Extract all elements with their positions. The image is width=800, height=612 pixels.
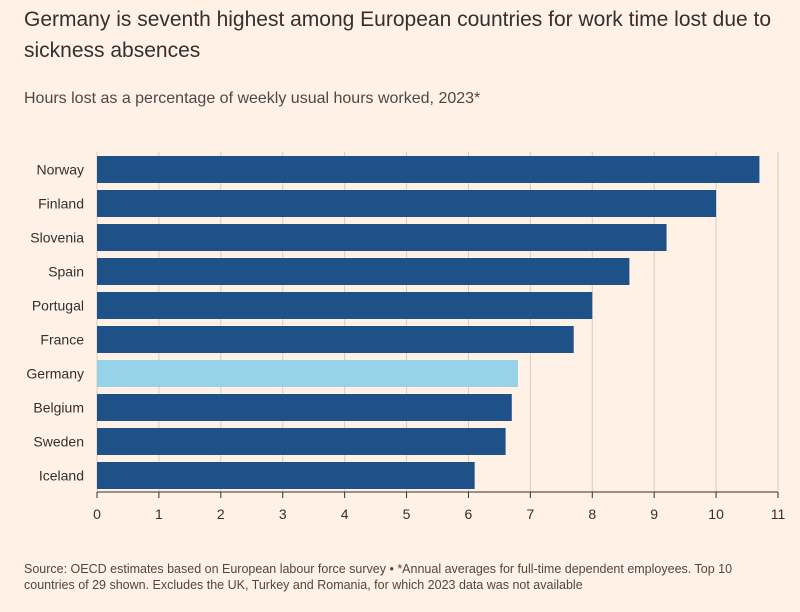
category-label: Belgium <box>33 400 84 416</box>
bar-norway <box>97 156 760 183</box>
category-label: France <box>40 332 84 348</box>
category-label: Germany <box>26 366 84 382</box>
category-label: Finland <box>38 196 84 212</box>
bar-spain <box>97 258 630 285</box>
category-label: Iceland <box>39 468 84 484</box>
x-tick-label: 10 <box>708 506 724 522</box>
x-tick-label: 4 <box>341 506 349 522</box>
x-tick-label: 7 <box>526 506 534 522</box>
x-tick-label: 3 <box>279 506 287 522</box>
source-note: Source: OECD estimates based on European… <box>24 562 733 592</box>
category-labels: Norway Finland Slovenia Spain Portugal France… <box>26 162 84 484</box>
x-tick-label: 9 <box>650 506 658 522</box>
x-tick-label: 11 <box>771 506 786 522</box>
category-label: Portugal <box>32 298 84 314</box>
bar-finland <box>97 190 717 217</box>
bar-slovenia <box>97 224 667 251</box>
bars <box>97 156 760 489</box>
bar-iceland <box>97 462 475 489</box>
bar-portugal <box>97 292 593 319</box>
category-label: Spain <box>48 264 84 280</box>
bar-france <box>97 326 574 353</box>
chart-title: Germany is seventh highest among Europea… <box>24 8 772 62</box>
x-tick-label: 2 <box>217 506 225 522</box>
x-axis: 0 1 2 3 4 5 6 7 8 9 10 11 <box>93 491 786 522</box>
category-label: Slovenia <box>30 230 84 246</box>
x-tick-label: 1 <box>155 506 163 522</box>
category-label: Norway <box>37 162 84 178</box>
bar-germany <box>97 360 518 387</box>
x-tick-label: 8 <box>588 506 596 522</box>
bar-sweden <box>97 428 506 455</box>
x-tick-label: 5 <box>403 506 411 522</box>
x-tick-label: 6 <box>465 506 473 522</box>
bar-belgium <box>97 394 512 421</box>
chart-subtitle: Hours lost as a percentage of weekly usu… <box>24 90 481 107</box>
x-tick-label: 0 <box>93 506 101 522</box>
category-label: Sweden <box>33 434 84 450</box>
